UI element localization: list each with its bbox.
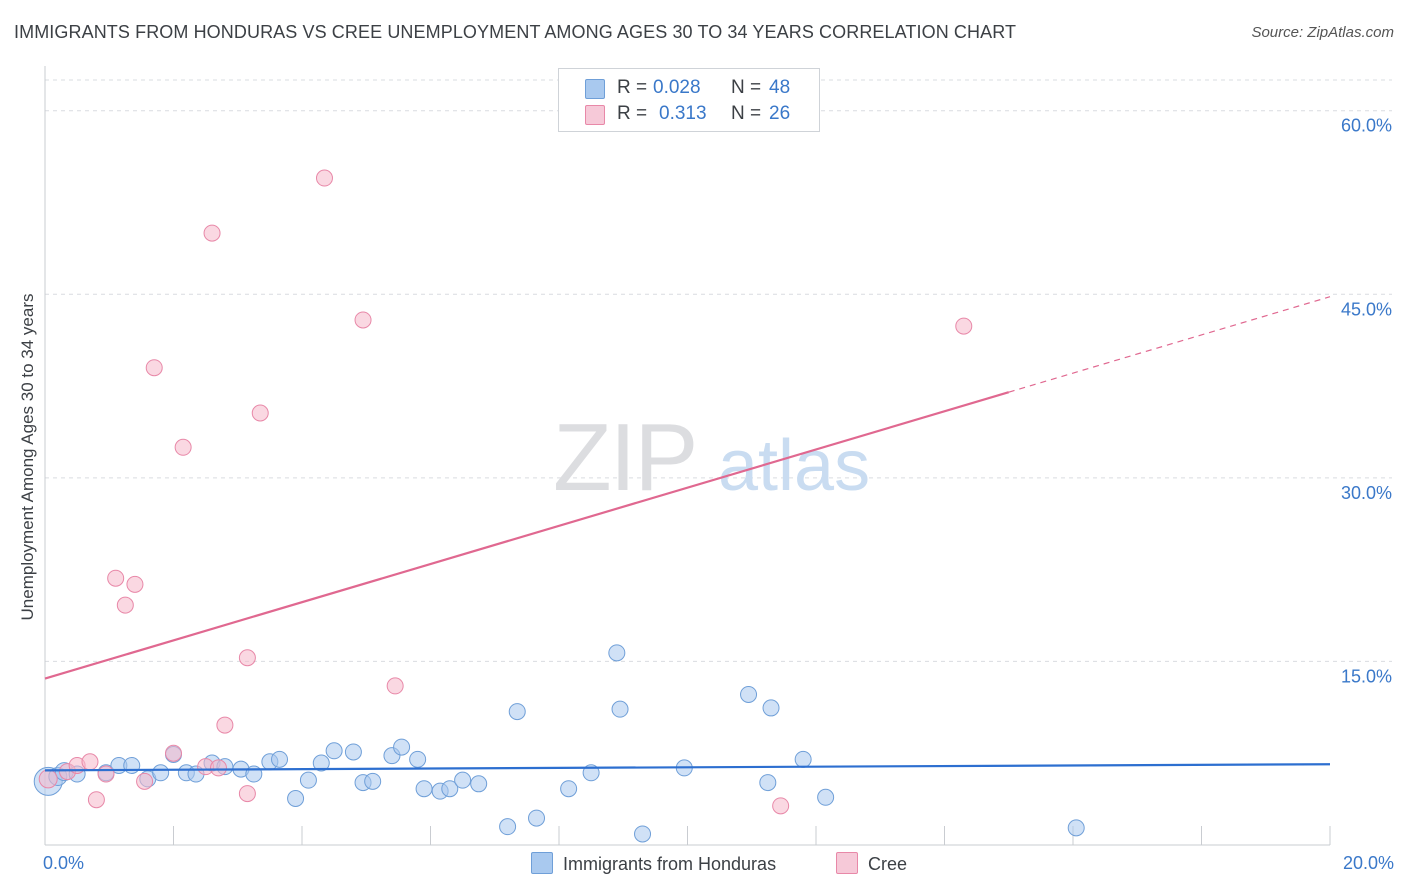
cree-point <box>203 224 221 242</box>
cree-point <box>354 311 372 329</box>
legend-swatch-honduras <box>585 79 605 99</box>
legend-n-value: 48 <box>769 77 791 98</box>
cree-point <box>81 753 99 771</box>
y-tick-label: 30.0% <box>1341 483 1392 503</box>
cree-point <box>238 649 256 667</box>
honduras-point <box>611 700 629 718</box>
legend-n-label: N = <box>731 77 762 98</box>
bottom-legend-cree: Cree <box>836 852 907 875</box>
honduras-point <box>299 771 317 789</box>
cree-point <box>955 317 973 335</box>
chart-title: IMMIGRANTS FROM HONDURAS VS CREE UNEMPLO… <box>14 22 1017 42</box>
bottom-legend-label: Cree <box>868 854 908 874</box>
honduras-point <box>364 772 382 790</box>
cree-point <box>216 716 234 734</box>
honduras-point <box>634 825 652 843</box>
legend-r-label: R = <box>617 103 648 124</box>
legend-n-value: 26 <box>769 103 791 124</box>
y-tick-label: 45.0% <box>1341 299 1392 319</box>
honduras-point <box>608 644 626 662</box>
watermark-atlas: atlas <box>718 426 870 506</box>
axes <box>44 66 1331 846</box>
watermark: ZIP atlas <box>553 404 870 511</box>
correlation-legend: R = 0.028 N = 48 R = 0.313 N = 26 <box>558 68 820 132</box>
cree-point <box>87 791 105 809</box>
series-cree-points <box>38 169 973 815</box>
trend-lines <box>44 296 1331 772</box>
honduras-point <box>508 703 526 721</box>
cree-point <box>251 404 269 422</box>
tick-labels: 15.0% 30.0% 45.0% 60.0% 0.0% 20.0% <box>43 116 1394 873</box>
honduras-point <box>441 780 459 798</box>
cree-point <box>386 677 404 695</box>
x-tick-label: 0.0% <box>43 853 84 873</box>
y-tick-label: 15.0% <box>1341 666 1392 686</box>
trend-line-cree-extension <box>1008 296 1331 393</box>
honduras-point <box>817 788 835 806</box>
bottom-legend-honduras: Immigrants from Honduras <box>531 852 776 875</box>
x-tick-label: 20.0% <box>1343 853 1394 873</box>
honduras-point <box>393 738 411 756</box>
honduras-point <box>287 789 305 807</box>
honduras-point <box>409 750 427 768</box>
cree-point <box>107 569 125 587</box>
honduras-point <box>470 775 488 793</box>
honduras-point <box>344 743 362 761</box>
cree-point <box>38 769 58 789</box>
bottom-legend-swatch-cree <box>836 852 858 874</box>
trend-line-honduras <box>44 763 1331 772</box>
honduras-point <box>271 750 289 768</box>
legend-r-value: 0.313 <box>659 103 707 124</box>
cree-point <box>209 759 227 777</box>
legend-n-label: N = <box>731 103 762 124</box>
honduras-point <box>325 742 343 760</box>
legend-swatch-cree <box>585 105 605 125</box>
cree-point <box>165 744 182 762</box>
cree-point <box>315 169 333 187</box>
series-honduras-points <box>33 644 1085 843</box>
honduras-point <box>560 780 578 798</box>
cree-point <box>174 438 192 456</box>
cree-point <box>238 785 256 803</box>
honduras-point <box>1067 819 1085 837</box>
honduras-point <box>454 771 472 789</box>
honduras-point <box>740 685 758 703</box>
cree-point <box>116 596 134 614</box>
honduras-point <box>152 764 170 782</box>
trend-line-cree <box>44 391 1010 680</box>
grid-lines <box>45 79 1392 662</box>
honduras-point <box>499 818 517 836</box>
honduras-point <box>312 754 330 772</box>
cree-point <box>145 359 163 377</box>
honduras-point <box>794 750 812 768</box>
source-label: Source: ZipAtlas.com <box>1251 24 1394 41</box>
bottom-legend-swatch-honduras <box>531 852 553 874</box>
legend-r-value: 0.028 <box>653 77 701 98</box>
cree-point <box>97 765 115 783</box>
honduras-point <box>759 774 777 792</box>
legend-r-label: R = <box>617 77 648 98</box>
honduras-point <box>528 809 546 827</box>
cree-point <box>126 575 144 593</box>
cree-point <box>772 797 790 815</box>
bottom-legend-label: Immigrants from Honduras <box>563 854 777 874</box>
y-tick-label: 60.0% <box>1341 116 1392 136</box>
honduras-point <box>762 699 780 717</box>
honduras-point <box>415 780 433 798</box>
cree-point <box>136 772 154 790</box>
watermark-zip: ZIP <box>553 404 696 511</box>
